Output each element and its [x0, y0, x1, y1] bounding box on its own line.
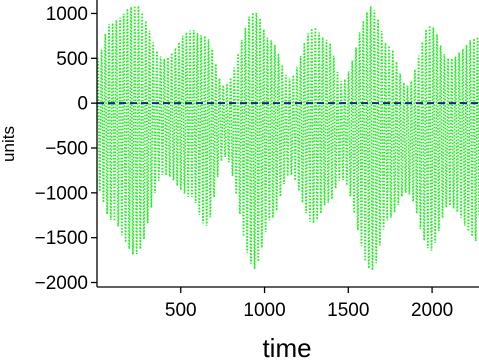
axes: [91, 0, 479, 293]
series-0-line: [97, 5, 479, 271]
y-tick-label: 0: [77, 94, 88, 115]
y-tick-label: −500: [45, 138, 88, 159]
x-tick-label: 500: [165, 300, 197, 321]
y-tick-label: −1500: [35, 228, 88, 249]
x-tick-label: 1500: [327, 300, 369, 321]
y-tick-label: −2000: [35, 273, 88, 294]
y-tick-label: 500: [56, 49, 88, 70]
y-tick-label: 1000: [46, 4, 88, 25]
y-tick-label: −1000: [35, 183, 88, 204]
series-layer: [97, 5, 479, 271]
tick-labels: 1000 500 0 −500 −1000 −1500 −2000 500 1000 1500 20…: [35, 4, 454, 321]
x-axis-label: time: [262, 333, 311, 362]
x-tick-label: 2000: [411, 300, 453, 321]
y-axis-label: units: [0, 126, 18, 162]
x-tick-label: 1000: [243, 300, 285, 321]
